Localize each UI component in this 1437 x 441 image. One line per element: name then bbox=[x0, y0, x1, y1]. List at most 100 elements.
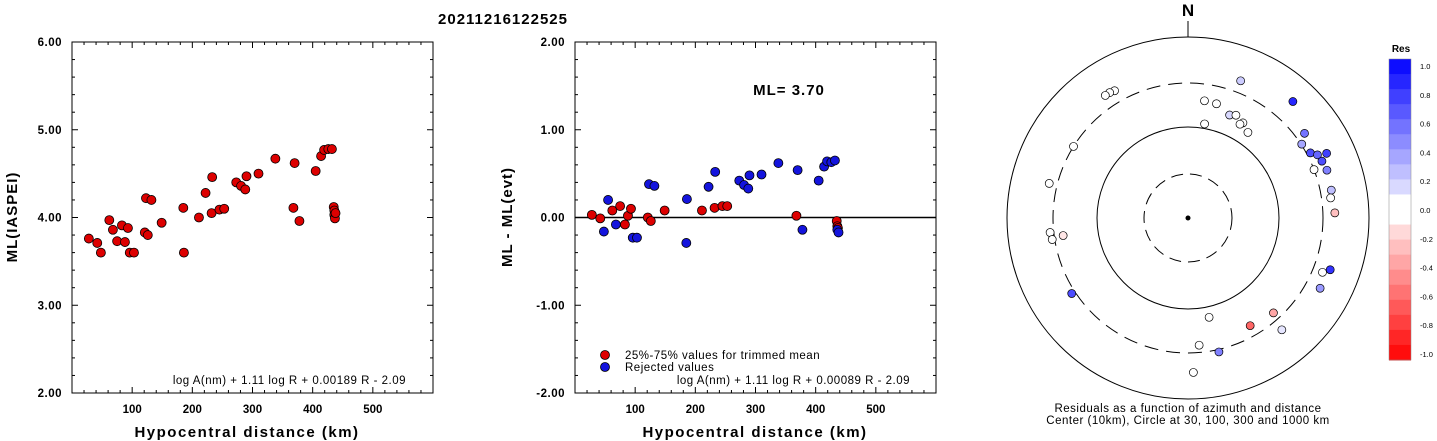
data-point bbox=[142, 230, 153, 240]
data-point bbox=[607, 205, 618, 216]
data-point bbox=[327, 144, 337, 154]
legend-label-trimmed: 25%-75% values for trimmed mean bbox=[625, 350, 820, 362]
data-point bbox=[626, 203, 636, 214]
data-point bbox=[681, 238, 692, 248]
station-point bbox=[1315, 283, 1325, 293]
data-point bbox=[595, 213, 606, 224]
colorbar-cell bbox=[1389, 239, 1411, 256]
data-point bbox=[611, 219, 621, 230]
station-point bbox=[1200, 119, 1209, 129]
data-points bbox=[586, 155, 844, 248]
data-point bbox=[649, 181, 660, 191]
station-point bbox=[1044, 179, 1054, 188]
data-point bbox=[330, 208, 341, 219]
colorbar-cell bbox=[1389, 299, 1411, 316]
x-tick-label: 300 bbox=[243, 404, 262, 416]
colorbar-tick-label: 0.2 bbox=[1420, 177, 1430, 186]
station-point bbox=[1058, 231, 1068, 240]
colorbar-ticks: 1.0 0.8 0.6 0.4 0.2 0.0 -0.2 -0.4 -0.6 -0.8 -1.0 bbox=[1420, 62, 1433, 359]
colorbar-tick-label: -1.0 bbox=[1420, 350, 1433, 359]
data-point bbox=[120, 237, 130, 247]
y-tick-label: 6.00 bbox=[38, 37, 62, 49]
station-point bbox=[1297, 139, 1307, 149]
ring-1000km bbox=[1006, 36, 1370, 400]
station-point bbox=[1235, 119, 1245, 129]
station-point bbox=[1100, 91, 1110, 100]
station-point bbox=[1212, 99, 1221, 109]
colorbar-cell bbox=[1389, 314, 1411, 331]
polar-caption-line2: Center (10km), Circle at 30, 100, 300 an… bbox=[1046, 415, 1329, 427]
north-label: N bbox=[1182, 1, 1194, 20]
data-point bbox=[179, 247, 189, 258]
legend-label-rejected: Rejected values bbox=[625, 362, 714, 374]
station-point bbox=[1243, 128, 1253, 137]
data-point bbox=[240, 184, 251, 195]
data-point bbox=[632, 232, 642, 243]
y-axis-label: ML(IASPEI) bbox=[4, 172, 21, 263]
x-tick-label: 500 bbox=[866, 404, 885, 416]
station-points bbox=[1044, 76, 1340, 377]
ring-300km bbox=[1052, 82, 1324, 354]
data-point bbox=[178, 202, 189, 213]
data-point bbox=[703, 181, 714, 192]
data-point bbox=[659, 205, 670, 216]
data-point bbox=[620, 219, 630, 230]
colorbar-cell bbox=[1389, 134, 1411, 150]
station-point bbox=[1325, 265, 1335, 275]
station-point bbox=[1214, 347, 1224, 357]
data-point bbox=[833, 227, 844, 238]
colorbar-tick-label: -0.4 bbox=[1420, 264, 1433, 273]
data-point bbox=[207, 172, 218, 183]
station-point bbox=[1236, 76, 1246, 86]
x-axis-ticks: 100 200 300 400 500 bbox=[574, 42, 937, 416]
data-point bbox=[792, 165, 803, 176]
colorbar-cell bbox=[1389, 254, 1411, 271]
x-tick-label: 100 bbox=[626, 404, 645, 416]
legend: 25%-75% values for trimmed mean Rejected… bbox=[600, 350, 820, 374]
station-point bbox=[1288, 97, 1298, 106]
data-point bbox=[241, 171, 252, 182]
data-point bbox=[830, 155, 840, 166]
data-point bbox=[756, 169, 767, 180]
data-point bbox=[744, 170, 755, 181]
y-tick-label: -2.00 bbox=[536, 388, 565, 400]
data-point bbox=[288, 202, 299, 213]
data-point bbox=[146, 195, 157, 205]
colorbar-cells bbox=[1388, 58, 1412, 361]
station-point bbox=[1309, 165, 1319, 174]
data-point bbox=[615, 201, 626, 211]
y-tick-label: 2.00 bbox=[541, 37, 565, 49]
station-point bbox=[1318, 267, 1327, 277]
data-point bbox=[289, 158, 300, 168]
ring-30km bbox=[1143, 173, 1233, 263]
y-tick-label: 2.00 bbox=[38, 388, 62, 400]
colorbar-cell bbox=[1389, 164, 1411, 180]
station-point bbox=[1277, 325, 1287, 335]
data-point bbox=[710, 166, 721, 177]
x-tick-label: 500 bbox=[363, 404, 382, 416]
panel-ml: 2.00 3.00 4.00 5.00 6.00 100 200 300 400 500 ML(… bbox=[4, 37, 434, 441]
colorbar-frame bbox=[1388, 58, 1412, 361]
station-point bbox=[1313, 150, 1322, 160]
epicenter-marker bbox=[1185, 215, 1191, 221]
station-point bbox=[1322, 149, 1331, 158]
data-point bbox=[645, 216, 656, 226]
y-tick-label: 4.00 bbox=[38, 213, 62, 225]
data-points bbox=[83, 144, 341, 258]
y-tick-label: 3.00 bbox=[38, 300, 62, 312]
station-point bbox=[1300, 128, 1309, 138]
station-point bbox=[1245, 321, 1255, 331]
colorbar-tick-label: -0.8 bbox=[1420, 321, 1433, 330]
data-point bbox=[310, 166, 321, 176]
colorbar-cell bbox=[1389, 224, 1411, 241]
x-axis-label: Hypocentral distance (km) bbox=[134, 424, 359, 441]
station-point bbox=[1200, 96, 1209, 106]
data-point bbox=[697, 205, 707, 216]
data-point bbox=[603, 195, 613, 205]
x-tick-label: 400 bbox=[303, 404, 322, 416]
colorbar-cell bbox=[1389, 149, 1411, 165]
station-point bbox=[1317, 156, 1327, 166]
y-axis-ticks: -2.00 -1.00 0.00 1.00 2.00 bbox=[536, 37, 936, 400]
station-point bbox=[1047, 235, 1057, 244]
